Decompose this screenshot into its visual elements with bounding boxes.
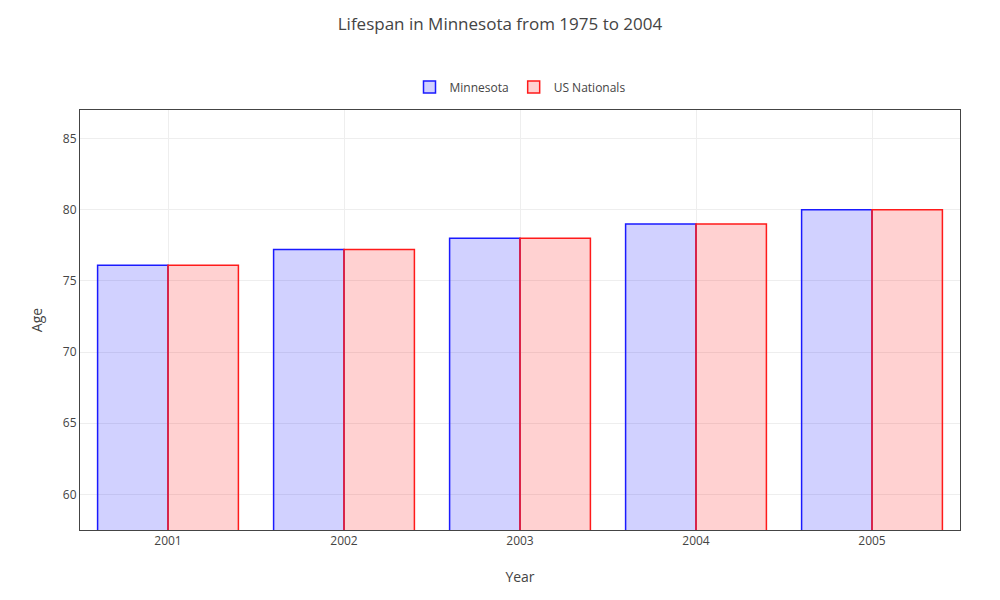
svg-text:80: 80 bbox=[63, 201, 77, 218]
svg-text:Age: Age bbox=[27, 308, 46, 332]
svg-text:2004: 2004 bbox=[682, 532, 710, 549]
svg-text:65: 65 bbox=[63, 414, 77, 431]
svg-text:60: 60 bbox=[63, 486, 77, 503]
svg-text:85: 85 bbox=[63, 130, 77, 147]
svg-text:2005: 2005 bbox=[858, 532, 886, 549]
svg-text:Minnesota: Minnesota bbox=[450, 79, 509, 96]
svg-text:75: 75 bbox=[63, 272, 77, 289]
svg-text:Year: Year bbox=[505, 567, 534, 586]
svg-text:70: 70 bbox=[63, 343, 77, 360]
svg-text:2001: 2001 bbox=[154, 532, 181, 549]
svg-text:2003: 2003 bbox=[506, 532, 534, 549]
svg-text:Lifespan in Minnesota from 197: Lifespan in Minnesota from 1975 to 2004 bbox=[338, 12, 663, 35]
svg-text:2002: 2002 bbox=[330, 532, 358, 549]
svg-text:US Nationals: US Nationals bbox=[554, 79, 626, 96]
